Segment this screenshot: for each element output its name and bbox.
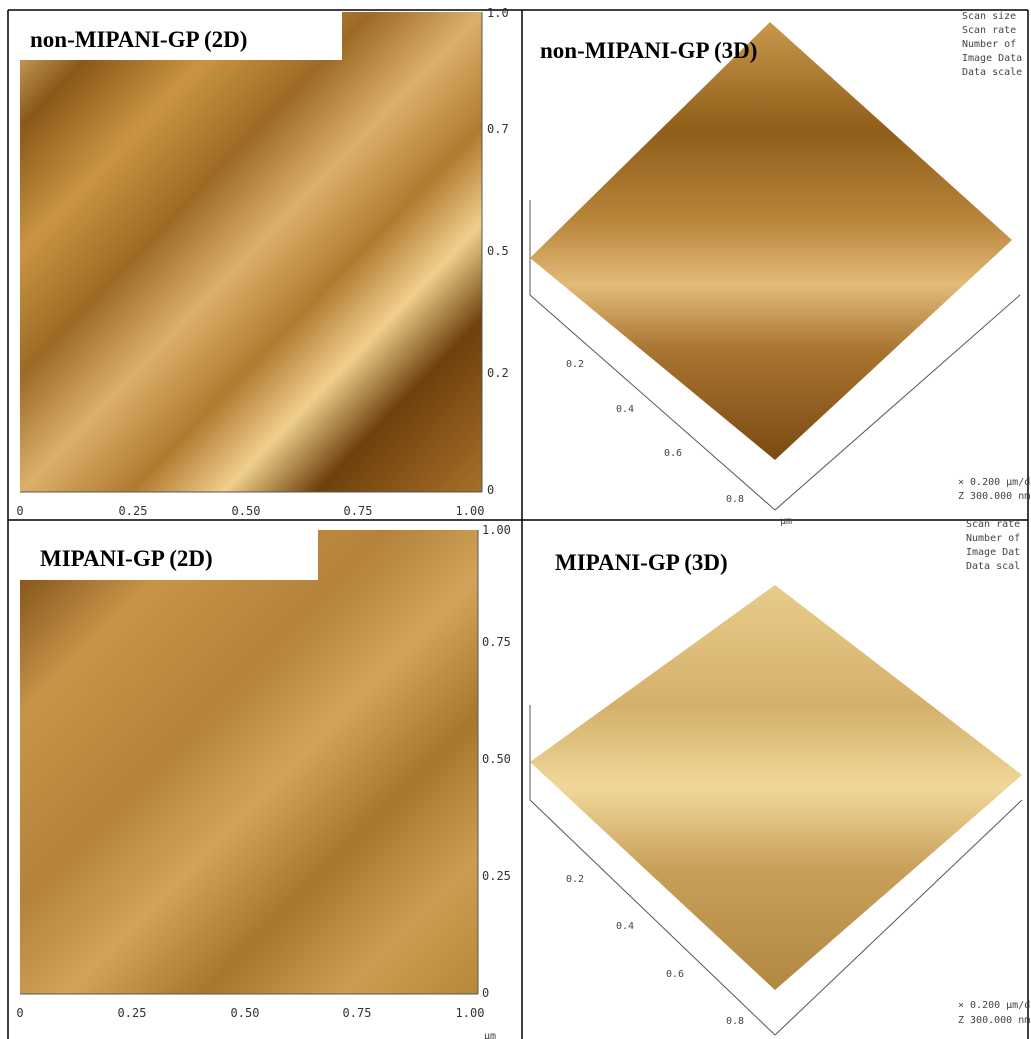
- tick-label: 0.6: [666, 969, 684, 980]
- scale-text: Z 300.000 nm/: [958, 1015, 1031, 1026]
- figure: non-MIPANI-GP (2D) 1.0 0.7 0.5 0.2 0 0 0.25 0.50…: [0, 0, 1031, 1039]
- tick-label: 0.50: [232, 504, 261, 518]
- tick-label: 0.25: [482, 869, 511, 883]
- tick-label: 0.2: [566, 359, 584, 370]
- tick-label: 0.75: [344, 504, 373, 518]
- tick-label: 0.2: [566, 874, 584, 885]
- tick-label: 0.25: [118, 1006, 147, 1020]
- tick-label: 0.8: [726, 494, 744, 505]
- tick-label: 1.0: [487, 6, 509, 20]
- tick-label: 0.4: [616, 921, 634, 932]
- info-text: Image Data: [962, 53, 1022, 64]
- tick-label: 0.50: [231, 1006, 260, 1020]
- tick-label: 0.6: [664, 448, 682, 459]
- afm-surface: [530, 22, 1012, 460]
- panel-label: MIPANI-GP (3D): [555, 550, 728, 575]
- tick-label: 1.00: [482, 523, 511, 537]
- tick-label: 0.2: [487, 366, 509, 380]
- scale-text: Z 300.000 nm/d: [958, 491, 1031, 502]
- info-text: Number of: [962, 39, 1016, 50]
- info-text: Data scal: [966, 561, 1020, 572]
- info-text: Scan rate: [962, 25, 1016, 36]
- afm-image: [20, 12, 482, 492]
- tick-label: 0: [16, 1006, 23, 1020]
- info-text: Scan size: [962, 11, 1016, 22]
- scale-text: × 0.200 μm/div: [958, 477, 1031, 488]
- unit-label: μm: [484, 1031, 496, 1039]
- afm-image: [20, 530, 478, 994]
- info-text: Image Dat: [966, 547, 1020, 558]
- tick-label: 0: [16, 504, 23, 518]
- tick-label: 0.7: [487, 122, 509, 136]
- info-text: Number of: [966, 533, 1020, 544]
- tick-label: 0.75: [343, 1006, 372, 1020]
- afm-surface: [530, 585, 1022, 990]
- tick-label: 0.75: [482, 635, 511, 649]
- panel-label: non-MIPANI-GP (3D): [540, 38, 757, 63]
- panel-label: non-MIPANI-GP (2D): [30, 27, 247, 52]
- tick-label: 1.00: [456, 504, 485, 518]
- tick-label: 0: [482, 986, 489, 1000]
- info-text: Data scale: [962, 67, 1022, 78]
- tick-label: 1.00: [456, 1006, 485, 1020]
- tick-label: 0.50: [482, 752, 511, 766]
- tick-label: 0.8: [726, 1016, 744, 1027]
- tick-label: 0.25: [119, 504, 148, 518]
- scale-text: × 0.200 μm/di: [958, 1000, 1031, 1011]
- unit-label: μm: [780, 516, 792, 527]
- info-text: Scan rate: [966, 519, 1020, 530]
- tick-label: 0.5: [487, 244, 509, 258]
- panel-label: MIPANI-GP (2D): [40, 546, 213, 571]
- tick-label: 0: [487, 483, 494, 497]
- tick-label: 0.4: [616, 404, 634, 415]
